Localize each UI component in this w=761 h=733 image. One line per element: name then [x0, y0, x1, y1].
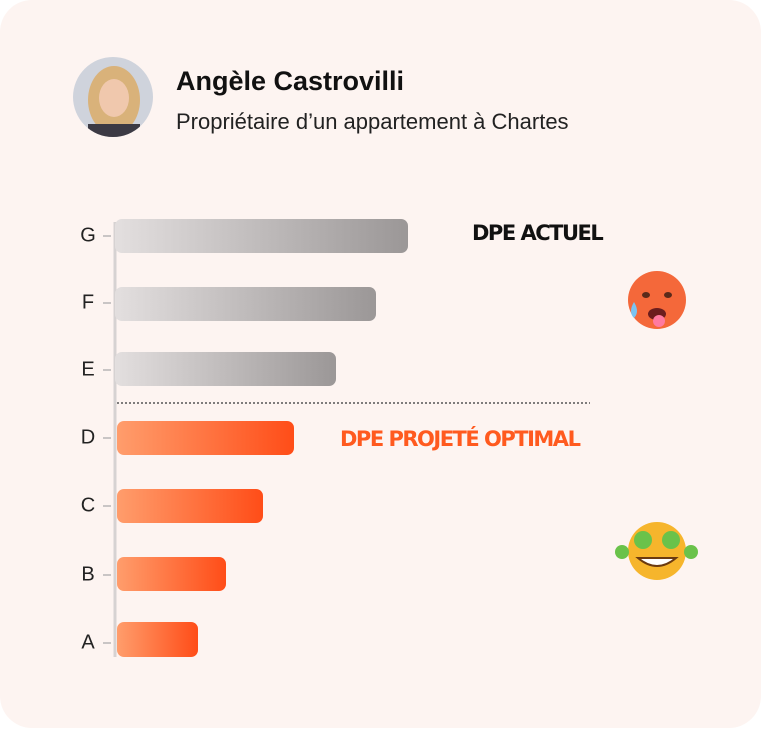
profile-name: Angèle Castrovilli [176, 66, 404, 96]
bar [115, 219, 408, 253]
avatar [73, 57, 153, 137]
bars [115, 219, 408, 657]
class-labels: G F E D C B A [80, 224, 96, 653]
bar [117, 622, 198, 657]
class-label: C [81, 494, 95, 516]
class-label: E [81, 358, 94, 380]
class-label: F [82, 291, 94, 313]
class-label: G [80, 224, 96, 246]
class-label: A [81, 631, 95, 653]
bar [115, 352, 336, 386]
class-label: D [81, 426, 95, 448]
money-face-icon [615, 522, 698, 580]
bar [117, 489, 263, 523]
ticks [103, 235, 111, 644]
bar [115, 287, 376, 321]
hot-face-icon [628, 271, 686, 329]
current-label: DPE ACTUEL [472, 221, 603, 245]
class-label: B [81, 563, 94, 585]
bar [117, 421, 294, 455]
profile-subtitle: Propriétaire d’un appartement à Chartes [176, 109, 569, 134]
bar [117, 557, 226, 591]
projected-label: DPE PROJETÉ OPTIMAL [340, 426, 581, 451]
